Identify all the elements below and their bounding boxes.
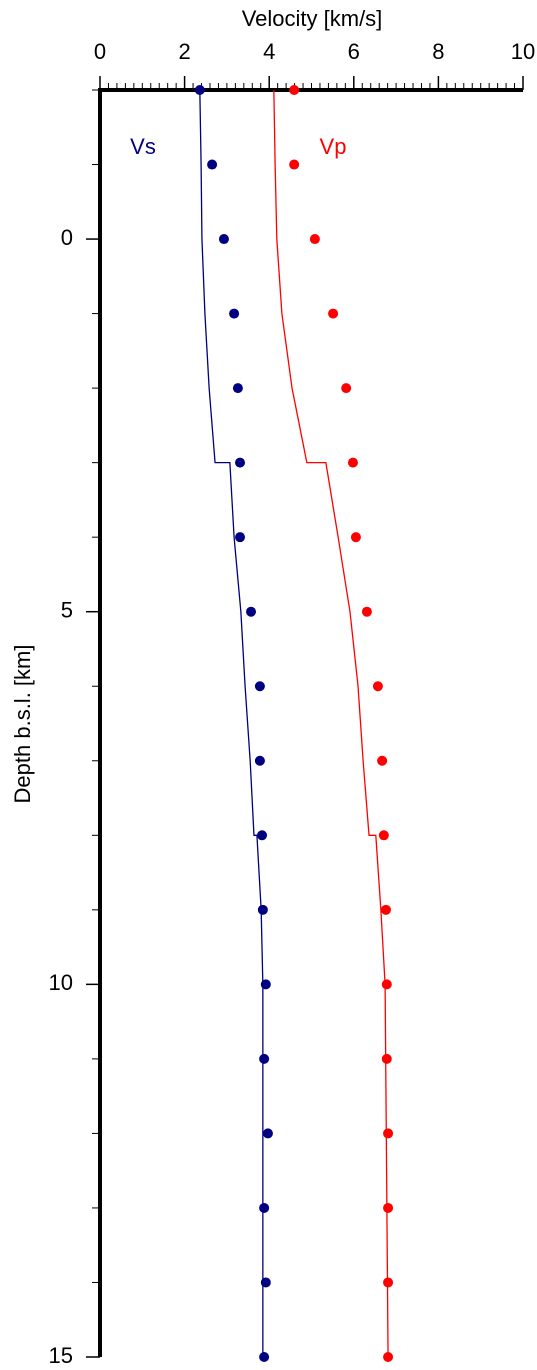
data-point [259, 1202, 270, 1213]
data-point [254, 681, 265, 692]
chart-title: Velocity [km/s] [242, 6, 383, 31]
data-point [246, 606, 257, 617]
data-point [383, 1128, 394, 1139]
x-tick-label: 0 [94, 39, 106, 64]
data-point [194, 85, 205, 95]
data-point [218, 234, 229, 245]
x-tick-label: 6 [348, 39, 360, 64]
data-point [347, 457, 358, 468]
profile-line [199, 89, 264, 1357]
data-point [235, 532, 246, 543]
data-point [383, 1202, 394, 1213]
x-tick-label: 8 [432, 39, 444, 64]
data-point [378, 830, 389, 841]
data-point [372, 681, 383, 692]
data-point [361, 606, 372, 617]
data-point [207, 159, 218, 170]
data-point [383, 1352, 394, 1362]
y-tick-label: 5 [61, 598, 73, 623]
data-point [257, 904, 268, 915]
data-point [259, 1053, 270, 1064]
data-point [350, 532, 361, 543]
data-point [383, 1277, 394, 1288]
data-point [229, 308, 240, 319]
y-tick-label: 10 [49, 970, 73, 995]
data-point [262, 1128, 273, 1139]
x-tick-label: 2 [178, 39, 190, 64]
legend-label: Vp [320, 134, 347, 159]
data-point [380, 904, 391, 915]
data-point [289, 159, 300, 170]
profile-line [273, 89, 389, 1358]
data-point [289, 85, 300, 95]
data-point [232, 383, 243, 394]
data-point [257, 830, 268, 841]
x-tick-label: 4 [263, 39, 275, 64]
data-point [341, 383, 352, 394]
y-axis-label: Depth b.s.l. [km] [10, 645, 35, 804]
data-point [260, 979, 271, 990]
data-point [260, 1277, 271, 1288]
y-tick-label: 15 [49, 1343, 73, 1368]
x-tick-label: 10 [511, 39, 535, 64]
data-point [235, 457, 246, 468]
y-tick-label: 0 [61, 225, 73, 250]
data-point [381, 979, 392, 990]
data-point [309, 234, 320, 245]
data-point [381, 1053, 392, 1064]
data-point [377, 755, 388, 766]
data-point [259, 1352, 270, 1362]
legend-label: Vs [130, 134, 156, 159]
data-point [254, 755, 265, 766]
data-point [328, 308, 339, 319]
